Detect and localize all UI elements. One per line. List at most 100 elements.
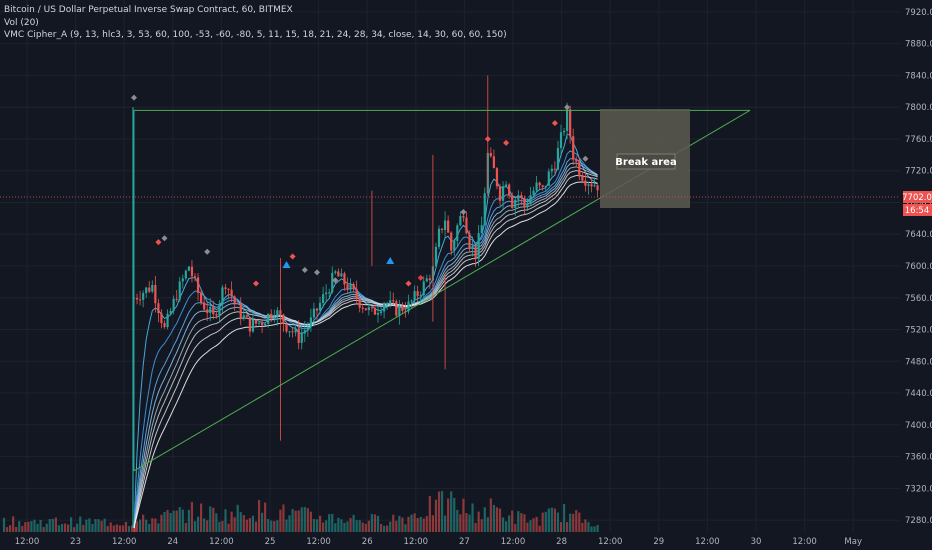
candle-body	[386, 303, 389, 305]
volume-bar	[392, 514, 395, 532]
candle-body	[578, 161, 581, 177]
candle-body	[276, 310, 279, 317]
volume-bar	[79, 516, 82, 532]
volume-bar	[437, 491, 441, 532]
candle-body	[413, 291, 416, 301]
candle-body	[349, 283, 352, 290]
volume-bar	[535, 516, 538, 532]
volume-bar	[151, 518, 154, 532]
volume-bar	[24, 522, 27, 532]
candle-body	[526, 203, 529, 207]
candle-body	[553, 168, 556, 170]
cipher-diamond	[131, 94, 137, 101]
symbol-title[interactable]: Bitcoin / US Dollar Perpetual Inverse Sw…	[4, 5, 293, 15]
volume-bar	[587, 522, 590, 532]
volume-bar	[511, 510, 514, 532]
candle-body	[142, 293, 145, 300]
price-axis[interactable]: 7920.0 7880.0 7840.0 7800.0 7760.0 7720.0 7680…	[905, 8, 932, 526]
candle-body	[376, 313, 380, 315]
y-tick-label: 7640.0	[905, 230, 932, 240]
volume-bar	[134, 525, 137, 532]
volume-bar	[109, 522, 112, 532]
candle-body	[367, 307, 370, 311]
candle-body	[492, 156, 495, 169]
volume-bar	[465, 513, 468, 532]
volume-bar	[154, 518, 157, 532]
y-tick-label: 7520.0	[905, 326, 932, 336]
volume-bar	[21, 525, 24, 532]
candle-body	[303, 330, 306, 334]
candle-body	[315, 308, 319, 311]
candle-body	[236, 303, 239, 305]
volume-bar	[36, 523, 39, 532]
cipher-diamond	[405, 280, 412, 287]
volume-bar	[328, 514, 331, 532]
volume-bar	[60, 524, 64, 532]
candle-body	[245, 315, 248, 317]
volume-bar	[453, 497, 456, 532]
volume-bar	[398, 515, 401, 532]
break-area-label-box	[616, 153, 676, 170]
ema-line	[133, 170, 598, 529]
candle-body	[270, 313, 273, 319]
candle-body	[148, 287, 151, 292]
volume-bar	[291, 508, 294, 532]
volume-bar	[431, 515, 434, 532]
volume-bar	[184, 523, 187, 532]
candle-body	[373, 307, 377, 315]
volume-bar	[2, 517, 6, 532]
volume-bar	[575, 510, 578, 532]
volume-bar	[248, 518, 251, 532]
volume-bar	[340, 519, 343, 532]
candle-body	[465, 217, 468, 234]
candle-body	[541, 185, 544, 187]
volume-bar	[124, 521, 128, 532]
volume-bar	[178, 507, 181, 532]
candle-body	[203, 302, 206, 310]
candle-body	[401, 305, 404, 311]
volume-bar	[181, 509, 184, 532]
volume-bar	[142, 514, 145, 532]
candle-body	[337, 271, 340, 277]
volume-bar	[100, 520, 103, 532]
volume-bar	[422, 518, 425, 532]
volume-bar	[444, 515, 447, 532]
volume-bar	[261, 512, 264, 532]
candle-body	[145, 287, 148, 294]
candle-body	[569, 109, 572, 137]
volume-bar	[447, 498, 450, 532]
y-tick-label: 7440.0	[905, 389, 932, 399]
candle-body	[251, 319, 255, 332]
volume-legend[interactable]: Vol (20)	[4, 17, 39, 28]
y-tick-label: 7720.0	[905, 167, 932, 177]
volume-bar	[206, 520, 209, 532]
candle-body	[264, 323, 267, 326]
volume-bar	[416, 518, 419, 532]
time-axis[interactable]: 12:00 23 12:00 24 12:00 25 12:00 26 12:00 27 12:00…	[15, 537, 862, 547]
candle-body	[501, 186, 505, 201]
volume-bar	[358, 520, 361, 532]
volume-bar	[33, 519, 36, 532]
candle-body	[291, 331, 294, 333]
volume-bar	[526, 522, 529, 532]
ema-line	[133, 166, 598, 529]
indicator-legend[interactable]: VMC Cipher_A (9, 13, hlc3, 3, 53, 60, 10…	[4, 30, 507, 40]
break-area-box[interactable]: Break area	[600, 109, 690, 208]
candle-body	[163, 323, 166, 328]
volume-bar	[480, 519, 483, 532]
volume-bar	[367, 520, 370, 532]
volume-bar	[419, 516, 422, 532]
x-tick-label: 24	[167, 537, 178, 547]
volume-bar	[57, 525, 60, 532]
candle-body	[480, 225, 483, 234]
volume-bar	[172, 510, 175, 532]
volume-bar	[139, 519, 142, 532]
candle-body	[309, 317, 312, 327]
volume-bar	[163, 512, 166, 532]
candle-body	[178, 281, 181, 300]
y-tick-label: 7760.0	[905, 135, 932, 145]
chart-legend: Bitcoin / US Dollar Perpetual Inverse Sw…	[4, 4, 507, 42]
candle-body	[474, 245, 477, 259]
candle-body	[544, 185, 547, 187]
